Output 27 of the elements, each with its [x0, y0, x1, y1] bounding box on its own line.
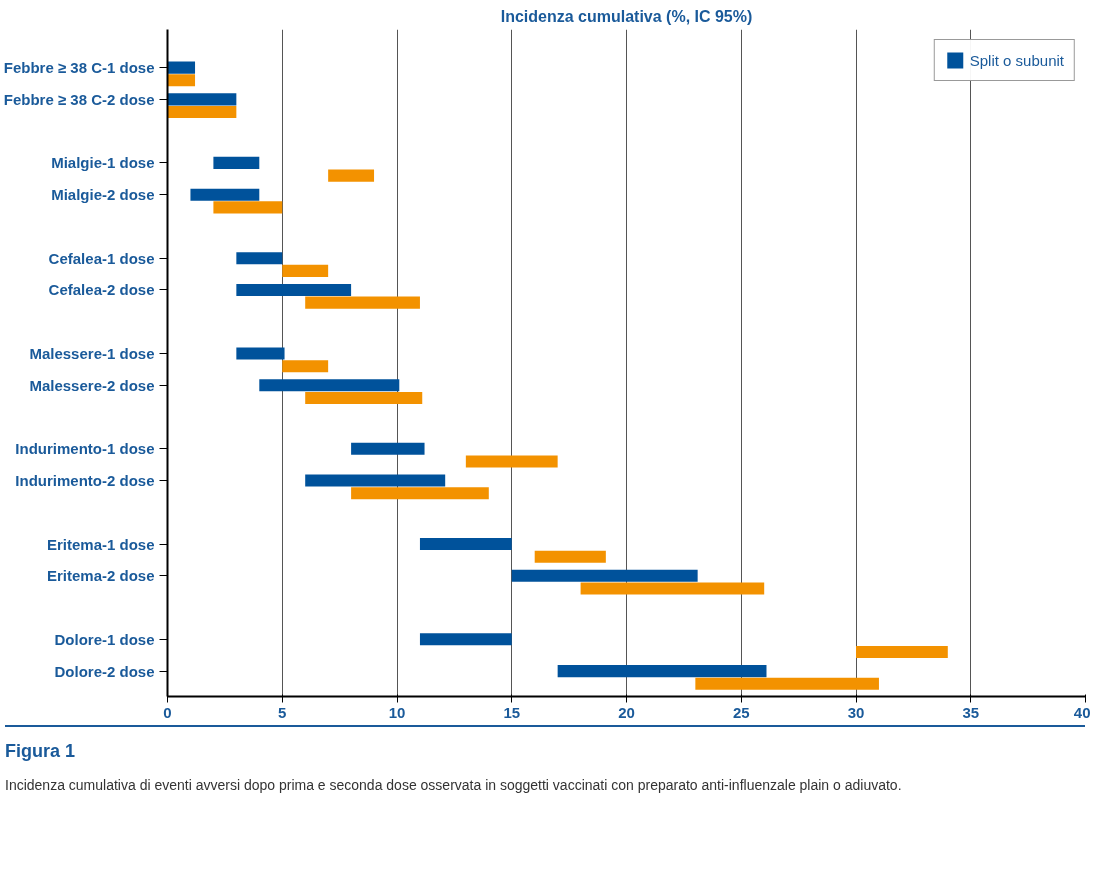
y-tick-label: Cefalea-1 dose	[48, 249, 155, 267]
text: Figura 1	[5, 740, 76, 763]
x-tick-label: 30	[847, 703, 865, 721]
y-tick-label: Mialgie-2 dose	[51, 186, 155, 204]
chart-title: Incidenza cumulativa (%, IC 95%)	[500, 7, 753, 25]
x-tick-label: 20	[618, 703, 635, 721]
y-tick-label: Dolore-2 dose	[54, 662, 155, 680]
y-tick-label: Indurimento-2 dose	[15, 472, 155, 490]
y-tick-label: Eritema-1 dose	[46, 535, 155, 553]
x-tick-label: 25	[732, 703, 750, 721]
y-tick-label: Malessere-2 dose	[29, 376, 155, 394]
y-tick-label: Febbre ≥ 38 C-1 dose	[3, 59, 155, 77]
x-tick-label: 35	[962, 703, 980, 721]
y-tick-label: Mialgie-1 dose	[51, 154, 155, 172]
x-tick-label: 0	[163, 703, 172, 721]
x-tick-label: 10	[388, 703, 406, 721]
x-tick-label: 40	[1073, 703, 1091, 721]
legend-label: Split o subunit	[969, 51, 1064, 69]
y-tick-label: Indurimento-1 dose	[15, 440, 155, 458]
x-tick-label: 5	[278, 703, 287, 721]
text: Incidenza cumulativa di eventi avversi dopo prima e seconda dose osservata in soggetti vaccinati con preparato anti-influenzale plain o adiuvato.	[5, 775, 902, 795]
y-tick-label: Cefalea-2 dose	[48, 281, 155, 299]
y-tick-label: Malessere-1 dose	[29, 344, 155, 362]
y-tick-label: Dolore-1 dose	[54, 630, 155, 648]
x-tick-label: 15	[503, 703, 521, 721]
y-tick-label: Eritema-2 dose	[46, 567, 155, 585]
y-tick-label: Febbre ≥ 38 C-2 dose	[3, 90, 155, 108]
